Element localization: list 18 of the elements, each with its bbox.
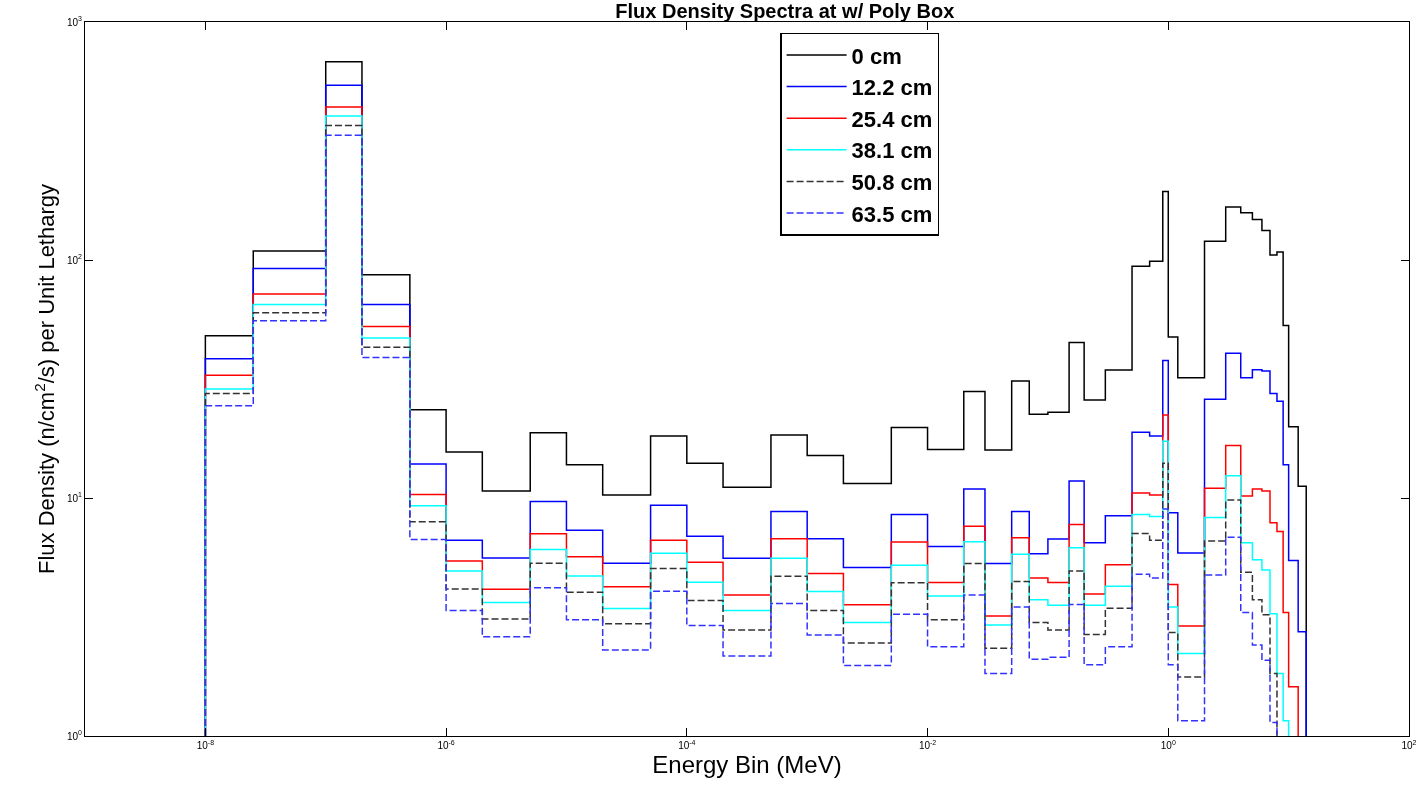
legend-label: 50.8 cm: [851, 169, 933, 195]
legend-label: 63.5 cm: [851, 201, 933, 227]
legend-label: 12.2 cm: [851, 75, 933, 101]
x-tick-label: 10$^{-2}$: [918, 738, 937, 751]
x-tick-label: 10$^{2}$: [1401, 738, 1417, 751]
x-axis-title: Energy Bin (MeV): [652, 751, 842, 778]
legend-label: 0 cm: [851, 43, 902, 69]
x-tick-label: 10$^{-4}$: [678, 738, 696, 751]
y-tick-label: 10$^{1}$: [66, 491, 83, 504]
y-tick-label: 10$^{0}$: [66, 729, 83, 742]
x-tick-label: 10$^{0}$: [1160, 738, 1176, 751]
y-tick-label: 10$^{3}$: [66, 15, 83, 28]
legend-label: 38.1 cm: [851, 138, 933, 164]
x-tick-label: 10$^{-6}$: [437, 738, 455, 751]
y-tick-label: 10$^{2}$: [66, 253, 83, 266]
x-tick-label: 10$^{-8}$: [196, 738, 215, 751]
legend-label: 25.4 cm: [851, 106, 933, 132]
chart-title: Flux Density Spectra at w/ Poly Box: [615, 0, 955, 22]
